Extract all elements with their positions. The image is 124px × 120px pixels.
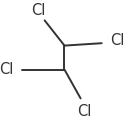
Text: Cl: Cl (111, 33, 124, 48)
Text: Cl: Cl (31, 3, 46, 18)
Text: Cl: Cl (77, 104, 92, 119)
Text: Cl: Cl (0, 62, 13, 77)
